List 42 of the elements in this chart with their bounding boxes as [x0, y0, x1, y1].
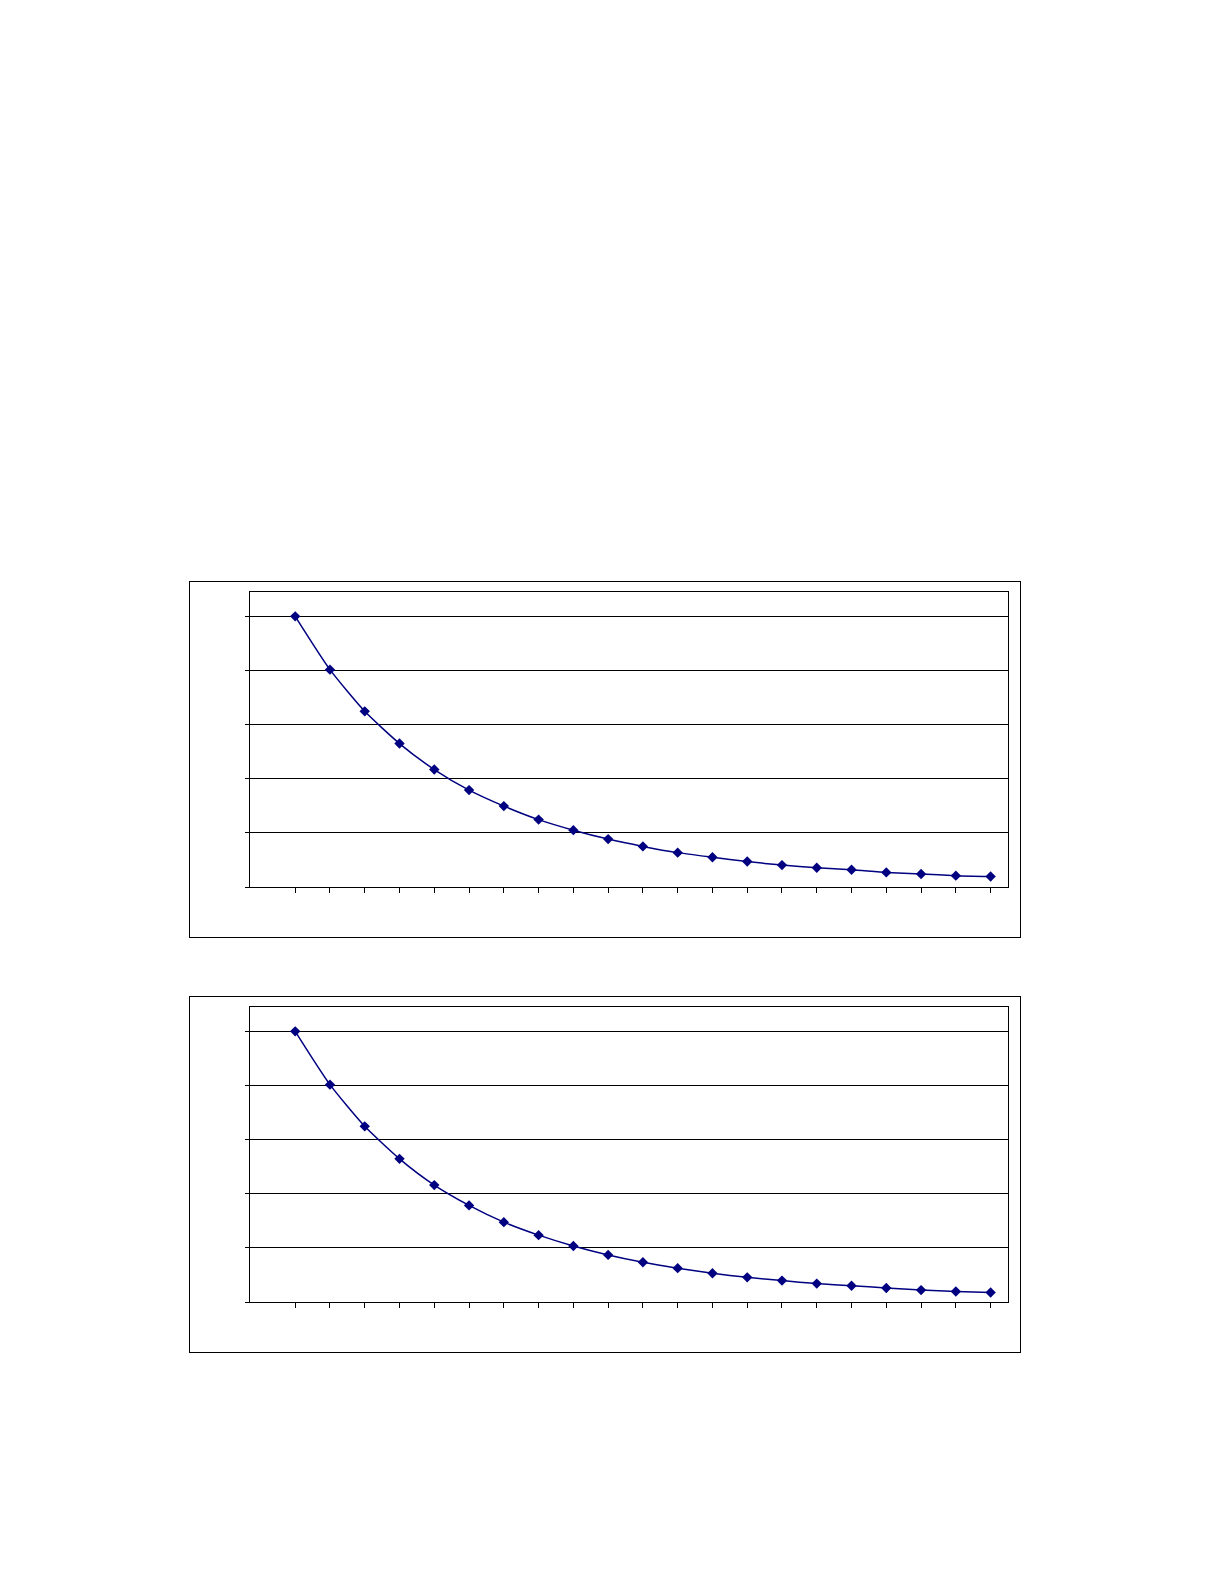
point [742, 856, 753, 867]
point [985, 871, 996, 882]
point [846, 1280, 857, 1291]
point [707, 1268, 718, 1279]
point [742, 1272, 753, 1283]
point [533, 1229, 544, 1241]
point [950, 870, 962, 881]
point [672, 1262, 683, 1274]
point [776, 859, 788, 871]
point [394, 738, 405, 749]
point [463, 1200, 475, 1211]
point [881, 1282, 892, 1294]
point [811, 1278, 822, 1289]
point [429, 1179, 440, 1191]
point [985, 1287, 996, 1298]
point [602, 833, 614, 845]
point [776, 1275, 788, 1286]
point [881, 867, 892, 878]
point [637, 841, 649, 852]
point [811, 862, 822, 873]
point [429, 764, 440, 775]
point [568, 824, 579, 836]
point [637, 1257, 649, 1268]
point [915, 868, 927, 880]
point [533, 814, 544, 825]
point [498, 1216, 510, 1228]
point [568, 1240, 579, 1252]
point [950, 1286, 962, 1297]
point [498, 800, 510, 812]
point [707, 852, 718, 863]
point [290, 611, 301, 622]
point [324, 1079, 336, 1090]
point [915, 1284, 927, 1296]
point [846, 864, 857, 875]
point [324, 664, 336, 675]
point [672, 847, 683, 858]
point [602, 1249, 614, 1261]
point [359, 1121, 370, 1132]
point [463, 784, 475, 796]
point [359, 706, 370, 717]
point [290, 1026, 301, 1037]
point [394, 1153, 405, 1165]
